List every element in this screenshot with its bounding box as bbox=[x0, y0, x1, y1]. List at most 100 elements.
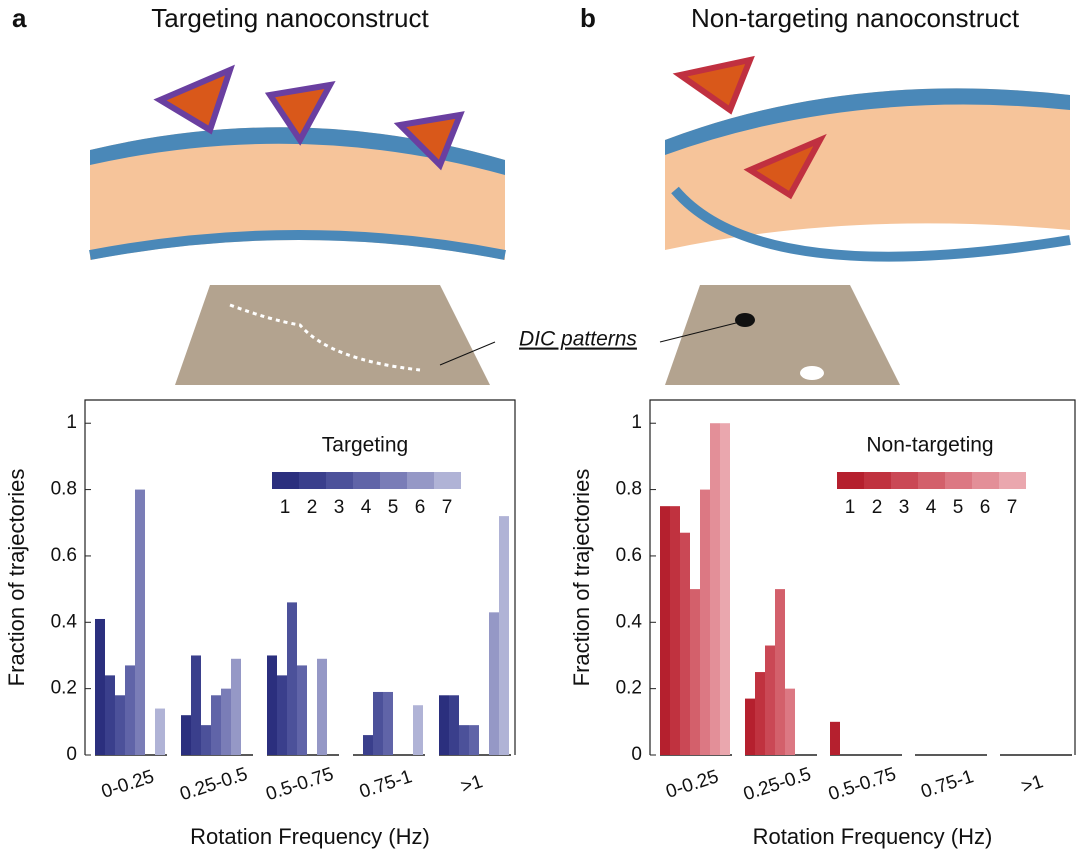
legend-swatch bbox=[434, 472, 461, 489]
y-tick-label: 0.2 bbox=[616, 678, 642, 699]
axis-frame bbox=[84, 399, 516, 755]
legend-label: 2 bbox=[307, 497, 318, 518]
legend-label: 7 bbox=[1007, 497, 1018, 518]
legend-label: 6 bbox=[980, 497, 991, 518]
x-tick-label: 0.5-0.75 bbox=[826, 764, 899, 806]
axis-frame bbox=[649, 399, 1076, 755]
legend-label: 5 bbox=[953, 497, 964, 518]
bar bbox=[449, 695, 459, 755]
y-tick-label: 0.4 bbox=[616, 611, 643, 632]
bar bbox=[710, 423, 720, 755]
bar bbox=[297, 665, 307, 755]
membrane-bottom bbox=[89, 230, 506, 260]
membrane bbox=[665, 88, 1070, 250]
bar bbox=[277, 675, 287, 755]
legend-swatch bbox=[918, 472, 945, 489]
bar bbox=[439, 695, 449, 755]
y-tick-label: 0 bbox=[66, 744, 77, 765]
panel-label: b bbox=[580, 3, 596, 33]
membrane bbox=[90, 127, 505, 260]
nanoconstructs bbox=[153, 64, 465, 171]
bar bbox=[720, 423, 730, 755]
legend-label: 3 bbox=[899, 497, 910, 518]
y-tick-label: 0 bbox=[631, 744, 642, 765]
bar bbox=[231, 658, 241, 755]
legend-swatch bbox=[864, 472, 891, 489]
y-tick-label: 0.8 bbox=[616, 479, 642, 500]
illustration-b bbox=[665, 55, 1071, 385]
bar bbox=[755, 672, 765, 755]
bar bbox=[660, 506, 670, 755]
legend-swatch bbox=[326, 472, 353, 489]
membrane-top bbox=[90, 127, 505, 175]
y-tick-label: 0.6 bbox=[51, 545, 77, 566]
legend-label: 5 bbox=[388, 497, 399, 518]
x-tick-label: 0.25-0.5 bbox=[741, 764, 814, 806]
x-axis-label: Rotation Frequency (Hz) bbox=[190, 824, 430, 849]
y-tick-label: 0.8 bbox=[51, 479, 77, 500]
dic-plane bbox=[175, 285, 490, 385]
bar bbox=[95, 618, 105, 755]
x-tick-label: >1 bbox=[458, 771, 485, 798]
y-tick-label: 0.4 bbox=[51, 611, 78, 632]
bar bbox=[413, 705, 423, 755]
bar bbox=[459, 725, 469, 755]
dic-spot bbox=[735, 313, 755, 327]
bar bbox=[680, 532, 690, 755]
bar bbox=[469, 725, 479, 755]
dic-spot bbox=[800, 366, 824, 380]
legend-swatch bbox=[353, 472, 380, 489]
legend-label: 1 bbox=[280, 497, 291, 518]
legend-label: 7 bbox=[442, 497, 453, 518]
legend-swatch bbox=[972, 472, 999, 489]
legend-swatch bbox=[891, 472, 918, 489]
nanoconstructs bbox=[672, 55, 827, 200]
annotation: DIC patterns bbox=[519, 328, 637, 351]
panel-label: a bbox=[12, 3, 27, 33]
legend-label: 3 bbox=[334, 497, 345, 518]
x-axis-label: Rotation Frequency (Hz) bbox=[753, 824, 993, 849]
y-tick-label: 0.6 bbox=[616, 545, 642, 566]
bar bbox=[489, 612, 499, 755]
x-tick-label: 0.75-1 bbox=[918, 766, 976, 803]
bar bbox=[287, 602, 297, 755]
bar bbox=[775, 589, 785, 755]
leader-line bbox=[659, 321, 741, 343]
bar bbox=[155, 708, 165, 755]
y-axis-label: Fraction of trajectories bbox=[569, 469, 594, 687]
x-tick-label: 0.5-0.75 bbox=[263, 764, 336, 806]
bar bbox=[670, 506, 680, 755]
bar bbox=[830, 721, 840, 755]
bar bbox=[181, 715, 191, 755]
x-tick-label: >1 bbox=[1019, 771, 1046, 798]
panel-title: Non-targeting nanoconstruct bbox=[691, 3, 1020, 33]
legend-swatch bbox=[999, 472, 1026, 489]
bar bbox=[363, 735, 373, 755]
legend-swatch bbox=[837, 472, 864, 489]
y-tick-label: 1 bbox=[631, 412, 642, 433]
legend-label: 2 bbox=[872, 497, 883, 518]
bar bbox=[499, 516, 509, 755]
legend-label: 4 bbox=[361, 497, 372, 518]
legend-label: 6 bbox=[415, 497, 426, 518]
y-tick-label: 0.2 bbox=[51, 678, 77, 699]
x-tick-label: 0-0.25 bbox=[99, 766, 157, 803]
legend-swatch bbox=[272, 472, 299, 489]
x-tick-label: 0-0.25 bbox=[663, 766, 721, 803]
legend-swatch bbox=[380, 472, 407, 489]
legend-title: Non-targeting bbox=[866, 434, 993, 457]
membrane-bottom bbox=[671, 186, 1071, 262]
bar bbox=[191, 655, 201, 755]
x-tick-label: 0.75-1 bbox=[357, 766, 415, 803]
bar bbox=[267, 655, 277, 755]
bar bbox=[221, 688, 231, 755]
dic-plane bbox=[665, 285, 900, 385]
panel-title: Targeting nanoconstruct bbox=[151, 3, 429, 33]
legend-swatch bbox=[945, 472, 972, 489]
bar bbox=[383, 691, 393, 755]
leader-line bbox=[439, 341, 496, 366]
bar bbox=[105, 675, 115, 755]
y-axis-label: Fraction of trajectories bbox=[4, 469, 29, 687]
legend-swatch bbox=[299, 472, 326, 489]
